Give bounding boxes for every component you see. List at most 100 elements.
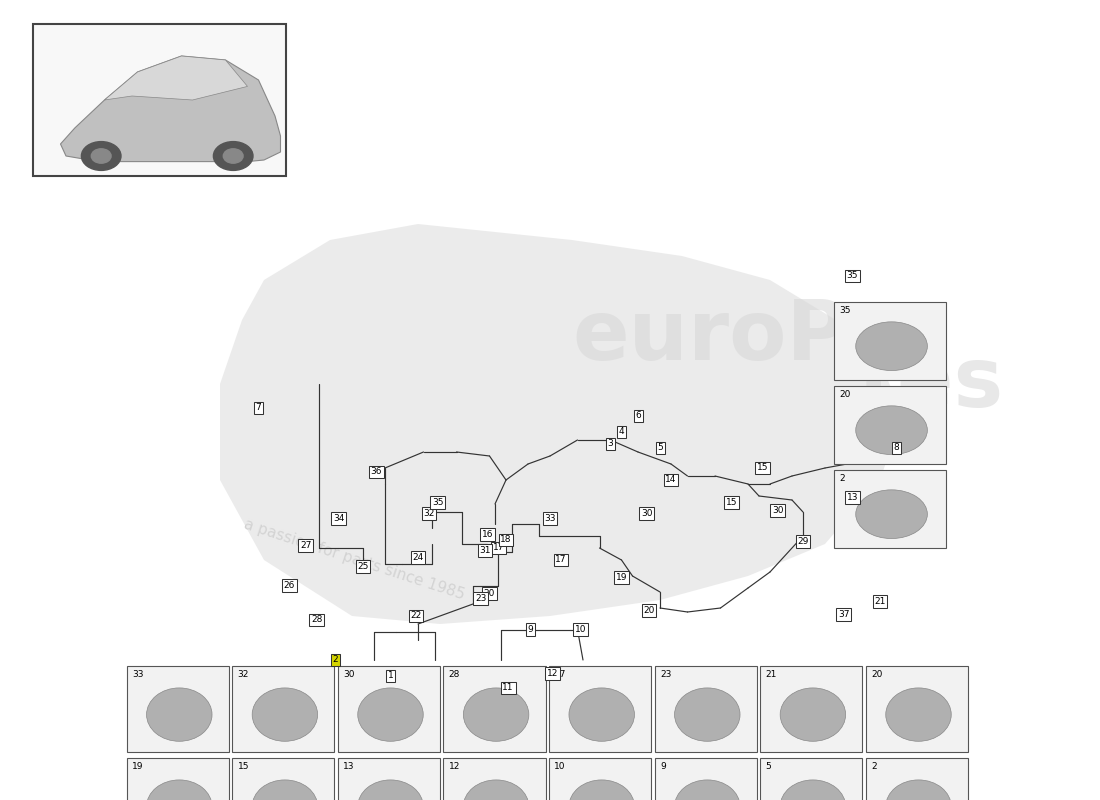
Text: 28: 28 xyxy=(449,670,460,679)
Text: 12: 12 xyxy=(449,762,460,771)
Bar xyxy=(443,758,546,800)
Text: 11: 11 xyxy=(503,683,514,693)
Ellipse shape xyxy=(252,780,318,800)
Text: 16: 16 xyxy=(482,530,493,539)
Ellipse shape xyxy=(146,688,212,742)
Text: 8: 8 xyxy=(893,443,900,453)
Text: 20: 20 xyxy=(644,606,654,615)
Text: 17: 17 xyxy=(493,543,504,553)
Text: 37: 37 xyxy=(838,610,849,619)
Bar xyxy=(338,758,440,800)
Text: 24: 24 xyxy=(412,553,424,562)
Text: 14: 14 xyxy=(666,475,676,485)
Circle shape xyxy=(81,142,121,170)
Ellipse shape xyxy=(856,490,927,538)
Text: 3: 3 xyxy=(607,439,614,449)
Ellipse shape xyxy=(674,688,740,742)
Bar xyxy=(866,666,968,752)
Text: 21: 21 xyxy=(766,670,777,679)
Bar xyxy=(549,666,651,752)
Text: 35: 35 xyxy=(839,306,850,315)
Text: 25: 25 xyxy=(358,562,368,571)
Polygon shape xyxy=(104,56,248,100)
Ellipse shape xyxy=(358,688,424,742)
Text: 15: 15 xyxy=(238,762,249,771)
Text: 30: 30 xyxy=(641,509,652,518)
Ellipse shape xyxy=(569,780,635,800)
Ellipse shape xyxy=(886,780,952,800)
Polygon shape xyxy=(60,56,280,162)
Text: 13: 13 xyxy=(343,762,354,771)
Text: 2: 2 xyxy=(839,474,845,483)
Ellipse shape xyxy=(674,780,740,800)
Text: 32: 32 xyxy=(238,670,249,679)
Bar xyxy=(866,758,968,800)
Bar xyxy=(338,666,440,752)
Text: 30: 30 xyxy=(772,506,783,515)
Text: 2: 2 xyxy=(332,655,339,665)
Text: 35: 35 xyxy=(847,271,858,281)
Text: 10: 10 xyxy=(575,625,586,634)
Text: 10: 10 xyxy=(554,762,565,771)
Text: 17: 17 xyxy=(556,555,566,565)
Bar xyxy=(33,24,286,176)
Text: 19: 19 xyxy=(616,573,627,582)
Ellipse shape xyxy=(856,322,927,370)
Ellipse shape xyxy=(780,780,846,800)
Text: 23: 23 xyxy=(475,594,486,603)
Text: 34: 34 xyxy=(333,514,344,523)
Text: 19: 19 xyxy=(132,762,143,771)
Ellipse shape xyxy=(463,688,529,742)
Text: 32: 32 xyxy=(424,509,434,518)
Bar xyxy=(760,758,862,800)
Text: 30: 30 xyxy=(343,670,354,679)
Text: 6: 6 xyxy=(635,411,641,421)
Text: 5: 5 xyxy=(766,762,771,771)
Bar xyxy=(834,302,946,380)
Text: 35: 35 xyxy=(432,498,443,507)
Text: 28: 28 xyxy=(311,615,322,625)
Bar xyxy=(232,666,334,752)
Bar xyxy=(126,666,229,752)
Ellipse shape xyxy=(358,780,424,800)
Bar xyxy=(834,386,946,464)
Bar xyxy=(654,758,757,800)
Text: 13: 13 xyxy=(847,493,858,502)
Ellipse shape xyxy=(856,406,927,454)
Text: 20: 20 xyxy=(484,589,495,598)
Bar xyxy=(760,666,862,752)
Circle shape xyxy=(213,142,253,170)
Text: 9: 9 xyxy=(527,625,534,634)
Text: 18: 18 xyxy=(500,535,512,545)
Text: 33: 33 xyxy=(544,514,556,523)
Text: euroPar: euroPar xyxy=(572,295,943,377)
Bar xyxy=(549,758,651,800)
Text: 15: 15 xyxy=(757,463,768,473)
Text: 22: 22 xyxy=(410,611,421,621)
Text: 33: 33 xyxy=(132,670,143,679)
Bar xyxy=(232,758,334,800)
Ellipse shape xyxy=(886,688,952,742)
Text: a passion for parts since 1985: a passion for parts since 1985 xyxy=(242,517,466,603)
Text: 21: 21 xyxy=(874,597,886,606)
Ellipse shape xyxy=(252,688,318,742)
Ellipse shape xyxy=(463,780,529,800)
Text: 36: 36 xyxy=(371,467,382,477)
Text: 29: 29 xyxy=(798,537,808,546)
Text: 31: 31 xyxy=(480,546,491,555)
Bar xyxy=(834,470,946,548)
Bar xyxy=(443,666,546,752)
Bar xyxy=(126,758,229,800)
Text: 20: 20 xyxy=(871,670,882,679)
Polygon shape xyxy=(220,224,902,624)
Bar xyxy=(654,666,757,752)
Text: 27: 27 xyxy=(554,670,565,679)
Text: 4: 4 xyxy=(618,427,625,437)
Text: 7: 7 xyxy=(255,403,262,413)
Text: 2: 2 xyxy=(871,762,877,771)
Circle shape xyxy=(223,149,243,163)
Text: 9: 9 xyxy=(660,762,666,771)
Text: 5: 5 xyxy=(657,443,663,453)
Ellipse shape xyxy=(569,688,635,742)
Text: 23: 23 xyxy=(660,670,671,679)
